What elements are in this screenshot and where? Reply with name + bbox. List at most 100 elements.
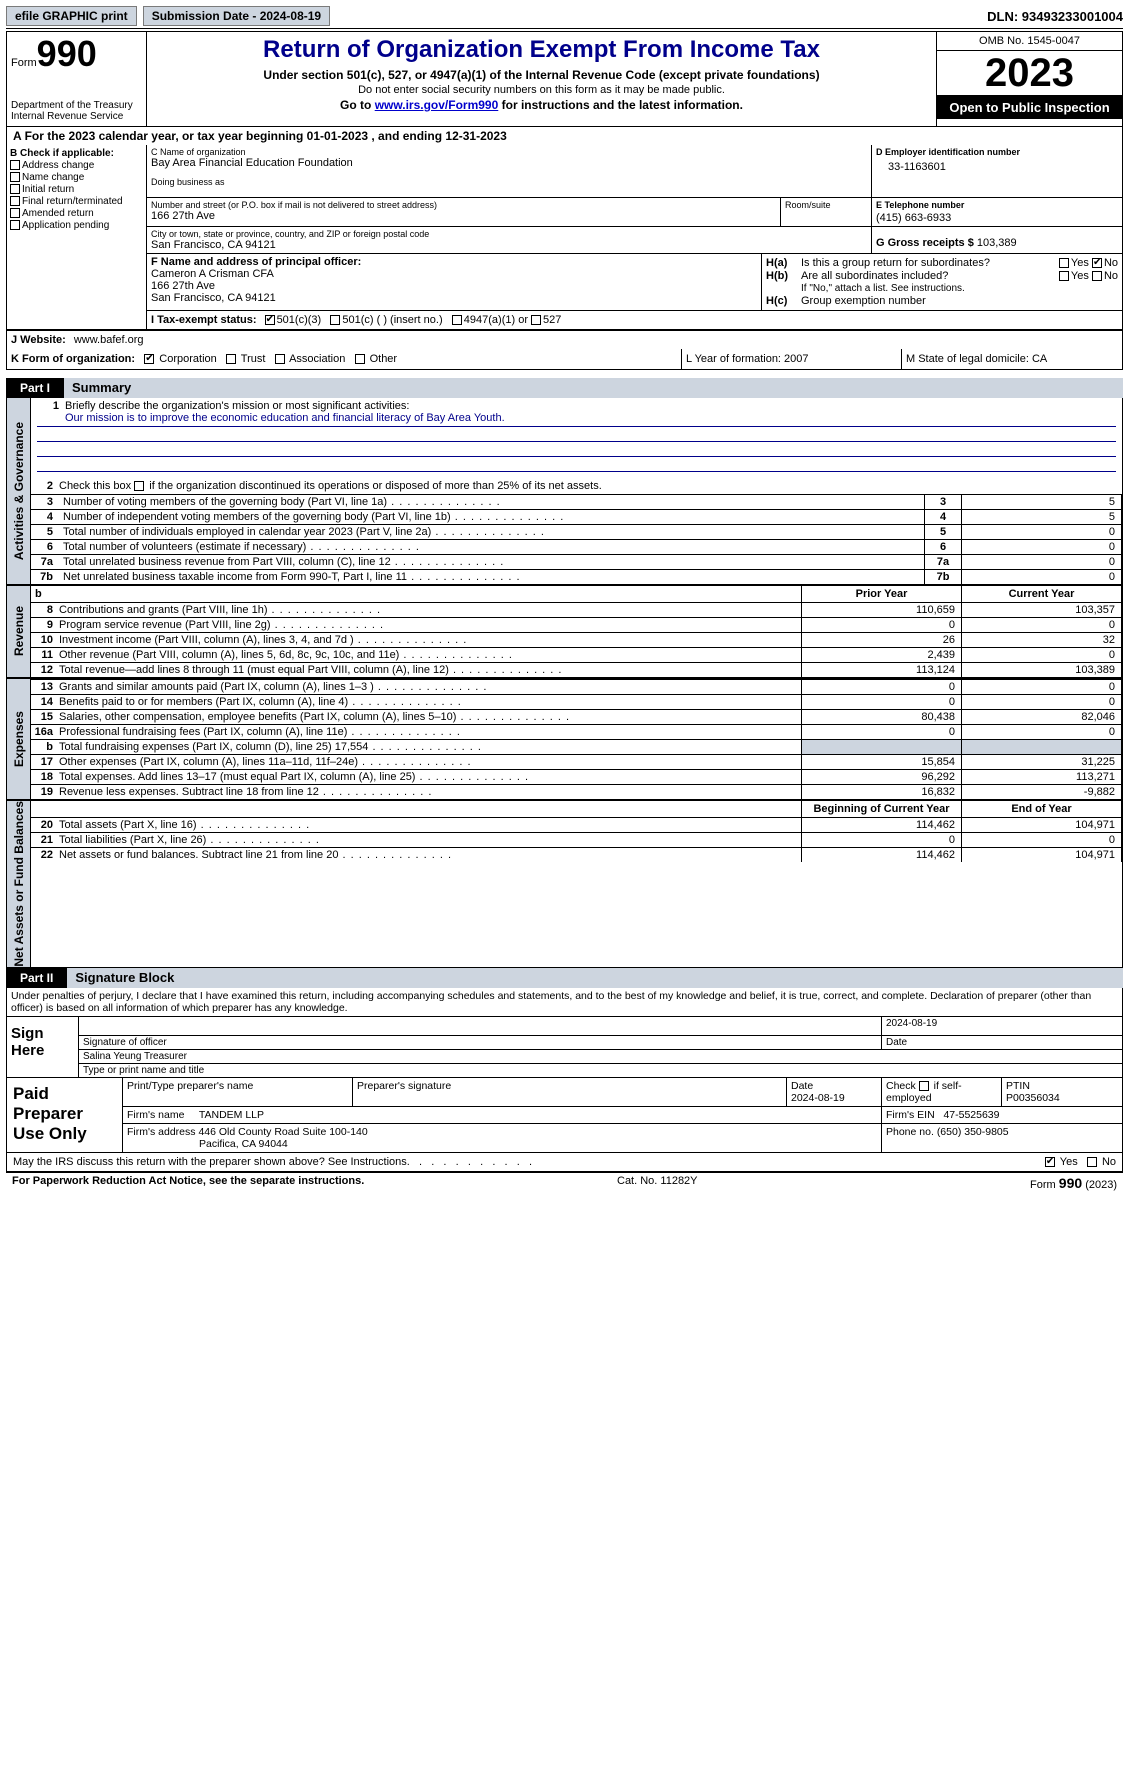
sig-date-label: Date (882, 1036, 1122, 1049)
part-2-title: Signature Block (67, 968, 1123, 988)
cb-final-return[interactable]: Final return/terminated (10, 196, 143, 207)
ein-label: D Employer identification number (876, 147, 1118, 157)
cb-self-employed[interactable] (919, 1081, 929, 1091)
footer: For Paperwork Reduction Act Notice, see … (6, 1172, 1123, 1193)
entity-mid-col: C Name of organization Bay Area Financia… (147, 145, 1122, 329)
summary-row: 7a Total unrelated business revenue from… (31, 554, 1122, 569)
revenue-header: b Prior Year Current Year (31, 586, 1122, 602)
form-title-box: Return of Organization Exempt From Incom… (147, 32, 937, 126)
cb-discontinued[interactable] (134, 481, 144, 491)
opt-501c: 501(c) ( ) (insert no.) (342, 314, 442, 326)
cb-hb-yes[interactable] (1059, 271, 1069, 281)
data-row: 17 Other expenses (Part IX, column (A), … (31, 754, 1122, 769)
org-name-label: C Name of organization (151, 147, 867, 157)
officer-label: F Name and address of principal officer: (151, 256, 757, 268)
data-row: 21 Total liabilities (Part X, line 26) 0… (31, 832, 1122, 847)
cb-app-pending[interactable]: Application pending (10, 220, 143, 231)
website-value: www.bafef.org (74, 334, 144, 346)
cb-ha-no[interactable] (1092, 258, 1102, 268)
discuss-row: May the IRS discuss this return with the… (6, 1153, 1123, 1172)
line-b-label: b (31, 586, 802, 602)
form-subtitle-1: Under section 501(c), 527, or 4947(a)(1)… (155, 68, 928, 82)
cb-other[interactable] (355, 354, 365, 364)
irs-link[interactable]: www.irs.gov/Form990 (375, 98, 499, 112)
h-b-note: If "No," attach a list. See instructions… (766, 283, 1118, 294)
h-c-label: H(c) (766, 295, 801, 307)
state-domicile: M State of legal domicile: CA (902, 349, 1122, 369)
cb-trust[interactable] (226, 354, 236, 364)
yes-label-2: Yes (1071, 270, 1089, 282)
paid-preparer-label: Paid Preparer Use Only (7, 1078, 123, 1152)
data-row: 8 Contributions and grants (Part VIII, l… (31, 602, 1122, 617)
box-c-name: C Name of organization Bay Area Financia… (147, 145, 872, 197)
year-formation: L Year of formation: 2007 (682, 349, 902, 369)
cb-assoc[interactable] (275, 354, 285, 364)
cb-discuss-yes[interactable] (1045, 1157, 1055, 1167)
cb-ha-yes[interactable] (1059, 258, 1069, 268)
form-id-box: Form990 Department of the Treasury Inter… (7, 32, 147, 126)
public-inspection: Open to Public Inspection (937, 96, 1122, 119)
h-a-text: Is this a group return for subordinates? (801, 257, 1059, 269)
data-row: 18 Total expenses. Add lines 13–17 (must… (31, 769, 1122, 784)
discuss-no: No (1102, 1156, 1116, 1168)
summary-row: 3 Number of voting members of the govern… (31, 494, 1122, 509)
expenses-section: Expenses 13 Grants and similar amounts p… (6, 678, 1123, 800)
opt-501c3: 501(c)(3) (277, 314, 322, 326)
submission-date: Submission Date - 2024-08-19 (143, 6, 330, 26)
paid-preparer-block: Paid Preparer Use Only Print/Type prepar… (6, 1078, 1123, 1153)
cb-527[interactable] (531, 315, 541, 325)
line-a-text: For the 2023 calendar year, or tax year … (25, 129, 507, 143)
revenue-section: Revenue b Prior Year Current Year 8 Cont… (6, 585, 1123, 678)
efile-print-button[interactable]: efile GRAPHIC print (6, 6, 137, 26)
vtab-expenses: Expenses (7, 679, 31, 799)
box-e: E Telephone number (415) 663-6933 (872, 198, 1122, 226)
h-c-text: Group exemption number (801, 295, 1118, 307)
org-name: Bay Area Financial Education Foundation (151, 157, 867, 169)
cb-discuss-no[interactable] (1087, 1157, 1097, 1167)
data-row: 13 Grants and similar amounts paid (Part… (31, 679, 1122, 694)
cb-501c3[interactable] (265, 315, 275, 325)
part-2-tab: Part II (6, 968, 67, 988)
box-d: D Employer identification number 33-1163… (872, 145, 1122, 197)
cb-4947[interactable] (452, 315, 462, 325)
vtab-activities: Activities & Governance (7, 398, 31, 584)
form-title: Return of Organization Exempt From Incom… (155, 36, 928, 64)
cb-501c[interactable] (330, 315, 340, 325)
discuss-text: May the IRS discuss this return with the… (13, 1156, 1045, 1168)
mission-line-2 (37, 427, 1116, 442)
cb-hb-no[interactable] (1092, 271, 1102, 281)
cb-name-change[interactable]: Name change (10, 172, 143, 183)
phone-value: (415) 663-6933 (876, 210, 1118, 224)
prep-h2: Preparer's signature (353, 1078, 787, 1106)
sig-officer-label: Signature of officer (79, 1036, 882, 1049)
entity-info-grid: B Check if applicable: Address change Na… (6, 145, 1123, 330)
goto-prefix: Go to (340, 98, 375, 112)
cb-corp[interactable] (144, 354, 154, 364)
line-2-num: 2 (31, 480, 59, 492)
no-label: No (1104, 257, 1118, 269)
top-bar: efile GRAPHIC print Submission Date - 20… (6, 6, 1123, 29)
vtab-revenue: Revenue (7, 586, 31, 677)
prior-year-header: Prior Year (802, 586, 962, 602)
tax-year: 2023 (937, 51, 1122, 96)
h-b-label: H(b) (766, 270, 801, 282)
data-row: 16a Professional fundraising fees (Part … (31, 724, 1122, 739)
paperwork-notice: For Paperwork Reduction Act Notice, see … (12, 1175, 617, 1191)
cb-address-change[interactable]: Address change (10, 160, 143, 171)
treasury-dept: Department of the Treasury Internal Reve… (11, 100, 142, 122)
firm-ein: Firm's EIN 47-5525639 (882, 1107, 1122, 1123)
calendar-year-line: A For the 2023 calendar year, or tax yea… (6, 127, 1123, 145)
website-label: J Website: (11, 334, 66, 346)
box-f: F Name and address of principal officer:… (147, 254, 762, 310)
street-value: 166 27th Ave (151, 210, 776, 222)
mission-line-4 (37, 457, 1116, 472)
phone-label: E Telephone number (876, 200, 1118, 210)
mission-text: Our mission is to improve the economic e… (37, 412, 1116, 427)
cb-amended[interactable]: Amended return (10, 208, 143, 219)
form-header: Form990 Department of the Treasury Inter… (6, 31, 1123, 127)
dba-label: Doing business as (151, 177, 867, 187)
row-f-h: F Name and address of principal officer:… (147, 254, 1122, 310)
gross-label: G Gross receipts $ (876, 237, 974, 249)
opt-4947: 4947(a)(1) or (464, 314, 528, 326)
cb-initial-return[interactable]: Initial return (10, 184, 143, 195)
